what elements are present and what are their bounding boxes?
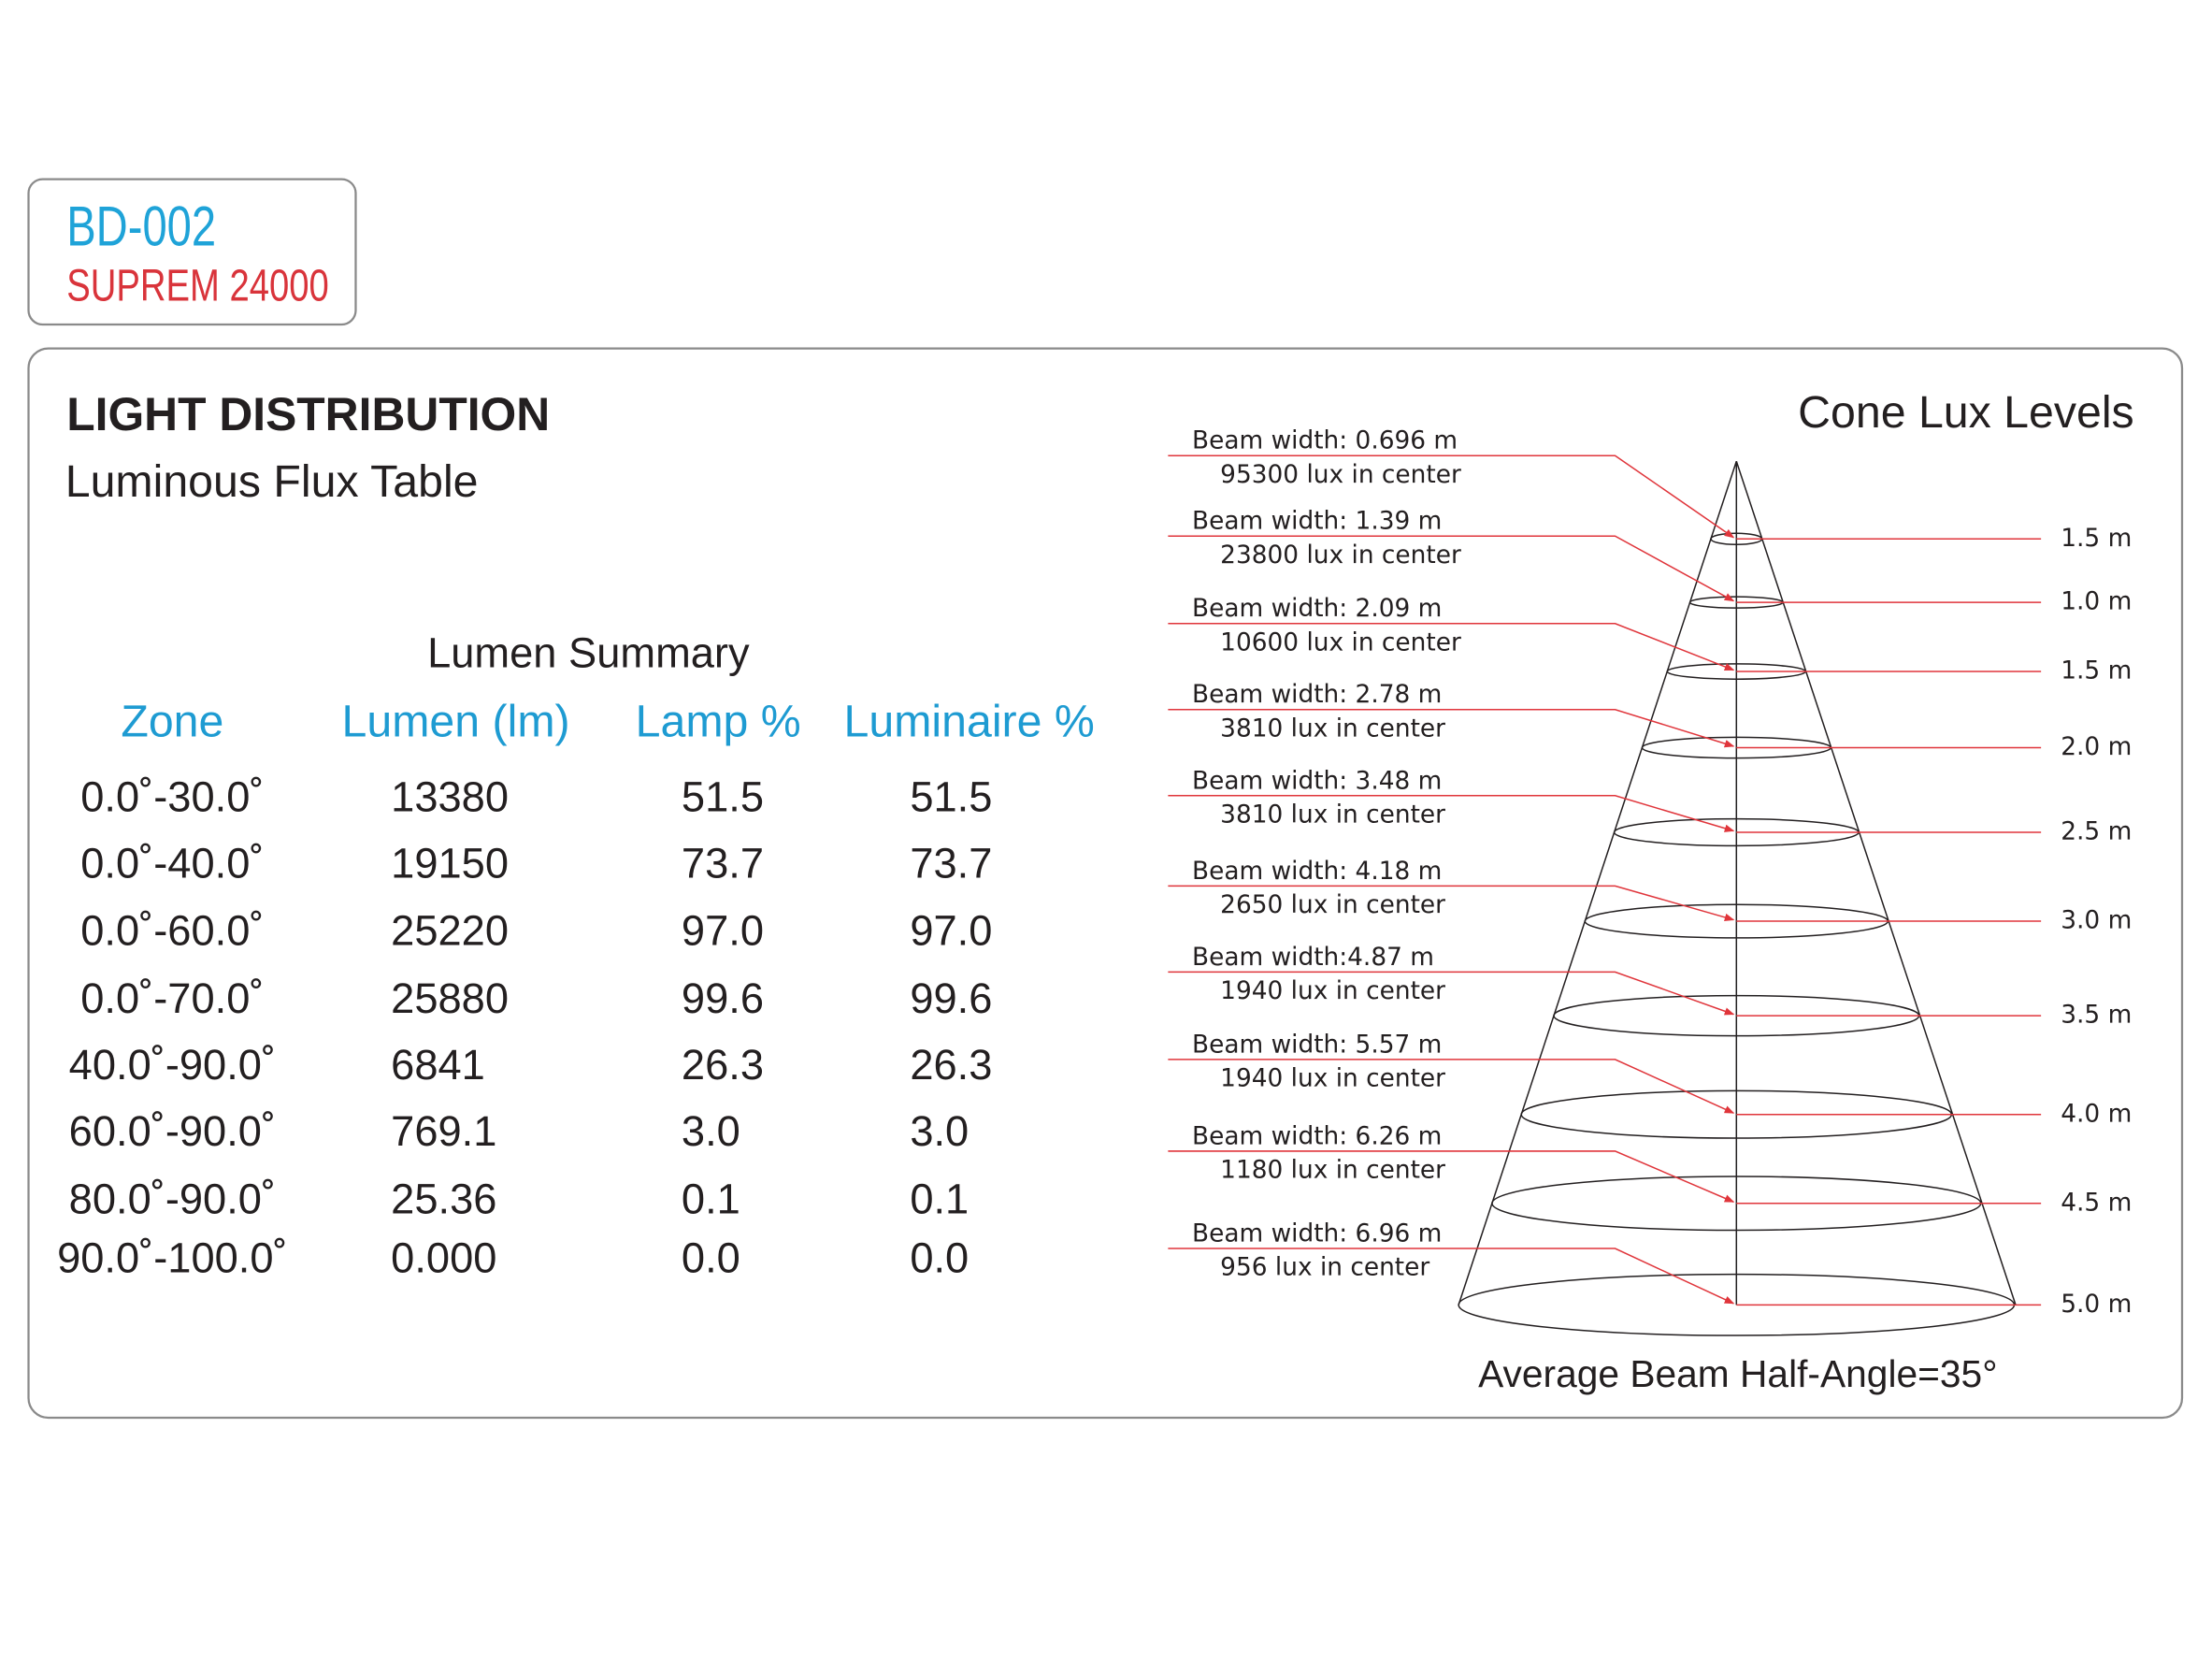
main-box <box>27 347 2184 1420</box>
beam-width: Beam width: 6.96 m <box>1192 1219 1442 1248</box>
table-cell: 3.0 <box>682 1107 740 1155</box>
table-cell: 60.0˚-90.0˚ <box>69 1107 276 1155</box>
center-lux: 2650 lux in center <box>1220 891 1445 919</box>
table-cell: 0.0 <box>682 1234 740 1282</box>
table-cell: 3.0 <box>910 1107 969 1155</box>
distance-label: 3.0 m <box>2061 907 2132 935</box>
table-cell: 0.1 <box>682 1175 740 1222</box>
table-cell: 99.6 <box>910 974 992 1022</box>
table-cell: 0.000 <box>391 1234 496 1282</box>
center-lux: 95300 lux in center <box>1220 461 1461 489</box>
header-box <box>27 178 357 326</box>
column-header: Lamp % <box>636 696 801 746</box>
beam-width: Beam width: 2.09 m <box>1192 595 1442 623</box>
center-lux: 3810 lux in center <box>1220 714 1445 743</box>
beam-width: Beam width: 0.696 m <box>1192 427 1458 455</box>
cone-footer: Average Beam Half-Angle=35° <box>1478 1352 1997 1395</box>
distance-label: 1.5 m <box>2061 657 2132 685</box>
table-cell: 13380 <box>391 772 509 820</box>
center-lux: 3810 lux in center <box>1220 801 1445 829</box>
table-cell: 40.0˚-90.0˚ <box>69 1041 276 1089</box>
distance-label: 4.5 m <box>2061 1189 2132 1217</box>
label-leader <box>1168 623 1735 671</box>
column-header: Zone <box>121 696 223 746</box>
table-cell: 25.36 <box>391 1175 496 1222</box>
table-cell: 25220 <box>391 907 509 955</box>
label-leader <box>1168 1248 1735 1305</box>
beam-width: Beam width: 6.26 m <box>1192 1122 1442 1150</box>
distance-label: 4.0 m <box>2061 1100 2132 1128</box>
label-leader <box>1168 885 1735 921</box>
table-cell: 73.7 <box>682 839 764 887</box>
center-lux: 23800 lux in center <box>1220 541 1461 570</box>
table-cell: 97.0 <box>682 907 764 955</box>
label-leader <box>1168 1059 1735 1114</box>
center-lux: 1180 lux in center <box>1220 1157 1445 1185</box>
table-cell: 90.0˚-100.0˚ <box>57 1234 288 1282</box>
label-leader <box>1168 971 1735 1016</box>
center-lux: 1940 lux in center <box>1220 977 1445 1005</box>
beam-width: Beam width: 4.18 m <box>1192 858 1442 886</box>
beam-width: Beam width: 2.78 m <box>1192 681 1442 709</box>
beam-width: Beam width: 3.48 m <box>1192 767 1442 795</box>
column-header: Luminaire % <box>844 696 1095 746</box>
table-caption: Lumen Summary <box>427 629 750 677</box>
table-cell: 73.7 <box>910 839 992 887</box>
table-cell: 19150 <box>391 839 509 887</box>
label-leader <box>1168 1150 1735 1203</box>
cone-edge <box>1735 461 2017 1306</box>
beam-width: Beam width: 5.57 m <box>1192 1031 1442 1059</box>
table-cell: 97.0 <box>910 907 992 955</box>
table-cell: 51.5 <box>910 772 992 820</box>
table-cell: 51.5 <box>682 772 764 820</box>
cone-title: Cone Lux Levels <box>1798 387 2134 438</box>
distance-label: 3.5 m <box>2061 1002 2132 1030</box>
model: BD-002 <box>66 194 216 257</box>
table-cell: 25880 <box>391 974 509 1022</box>
table-cell: 26.3 <box>682 1041 764 1089</box>
table-cell: 0.0 <box>910 1234 969 1282</box>
table-cell: 99.6 <box>682 974 764 1022</box>
beam-width: Beam width:4.87 m <box>1192 944 1434 972</box>
table-cell: 6841 <box>391 1041 485 1089</box>
center-lux: 1940 lux in center <box>1220 1065 1445 1093</box>
table-cell: 0.0˚-30.0˚ <box>80 772 264 820</box>
label-leader <box>1168 454 1735 539</box>
label-leader <box>1168 535 1735 602</box>
table-cell: 26.3 <box>910 1041 992 1089</box>
table-cell: 0.1 <box>910 1175 969 1222</box>
column-header: Lumen (lm) <box>342 696 570 746</box>
table-cell: 80.0˚-90.0˚ <box>69 1175 276 1222</box>
section-subtitle: Luminous Flux Table <box>65 456 479 507</box>
table-cell: 769.1 <box>391 1107 496 1155</box>
distance-label: 5.0 m <box>2061 1291 2132 1319</box>
beam-width: Beam width: 1.39 m <box>1192 508 1442 536</box>
cone-edge <box>1458 461 1738 1306</box>
product-name: SUPREM 24000 <box>66 260 329 310</box>
center-lux: 10600 lux in center <box>1220 628 1461 656</box>
distance-label: 1.0 m <box>2061 588 2132 616</box>
distance-label: 2.5 m <box>2061 818 2132 846</box>
label-leader <box>1168 795 1735 832</box>
table-cell: 0.0˚-40.0˚ <box>80 839 264 887</box>
center-lux: 956 lux in center <box>1220 1254 1429 1282</box>
table-cell: 0.0˚-60.0˚ <box>80 907 264 955</box>
table-cell: 0.0˚-70.0˚ <box>80 974 264 1022</box>
distance-label: 1.5 m <box>2061 525 2132 553</box>
distance-label: 2.0 m <box>2061 733 2132 761</box>
label-leader <box>1168 709 1735 748</box>
section-title: LIGHT DISTRIBUTION <box>66 388 550 440</box>
cone-diagram: 1.5 m Beam width: 0.696 m 95300 lux in cen… <box>1168 427 2132 1336</box>
